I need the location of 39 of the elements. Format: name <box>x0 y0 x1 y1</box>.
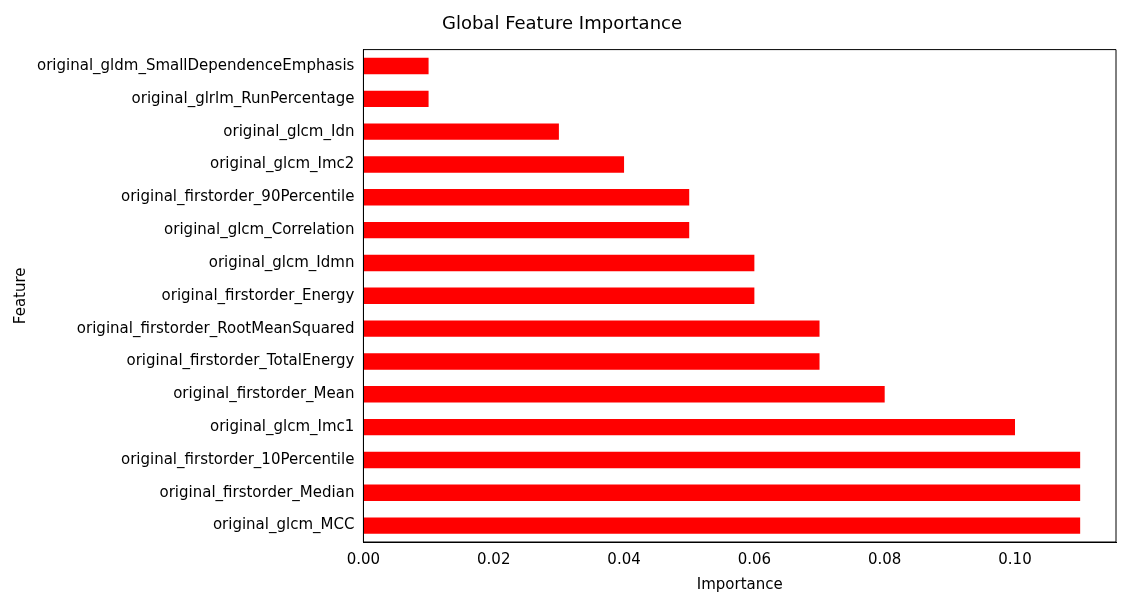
y-axis-title: Feature <box>10 267 29 325</box>
y-tick-label: original_firstorder_RootMeanSquared <box>76 318 355 338</box>
bar <box>363 156 625 173</box>
y-tick-label: original_firstorder_10Percentile <box>120 449 355 469</box>
chart-title: Global Feature Importance <box>441 12 683 34</box>
bar <box>363 320 820 337</box>
bar <box>363 451 1081 469</box>
y-tick-label: original_firstorder_Energy <box>161 285 355 305</box>
x-tick-label: 0.04 <box>607 549 641 568</box>
x-tick-label: 0.02 <box>477 549 511 568</box>
y-tick-label: original_firstorder_Mean <box>173 384 355 404</box>
y-tick-label: original_firstorder_Median <box>159 482 355 502</box>
bar <box>363 254 755 272</box>
bar <box>363 287 755 305</box>
bar <box>363 221 690 239</box>
y-tick-label: original_glcm_Idn <box>223 121 355 141</box>
bar <box>363 517 1081 534</box>
y-tick-label: original_firstorder_TotalEnergy <box>126 351 355 371</box>
y-tick-label: original_glrlm_RunPercentage <box>131 88 355 108</box>
bar <box>363 90 429 108</box>
bar <box>363 57 429 75</box>
x-tick-label: 0.00 <box>346 549 381 568</box>
x-tick-label: 0.06 <box>737 549 772 568</box>
y-tick-label: original_glcm_Imc1 <box>209 417 355 436</box>
x-tick-label: 0.10 <box>998 549 1032 568</box>
y-tick-label: original_glcm_MCC <box>212 515 355 535</box>
x-tick-label: 0.08 <box>867 549 902 568</box>
bar <box>363 484 1081 501</box>
y-tick-label: original_glcm_Imc2 <box>209 154 355 174</box>
y-tick-label: original_gldm_SmallDependenceEmphasis <box>36 55 355 75</box>
y-tick-label: original_glcm_Idmn <box>208 252 355 272</box>
bar <box>363 123 559 140</box>
y-tick-label: original_firstorder_90Percentile <box>120 187 355 207</box>
y-tick-label: original_glcm_Correlation <box>164 220 355 240</box>
bar <box>363 418 1016 436</box>
bar <box>363 189 690 206</box>
x-axis-title: Importance <box>696 574 783 593</box>
bar <box>363 353 820 370</box>
bar <box>363 386 885 403</box>
